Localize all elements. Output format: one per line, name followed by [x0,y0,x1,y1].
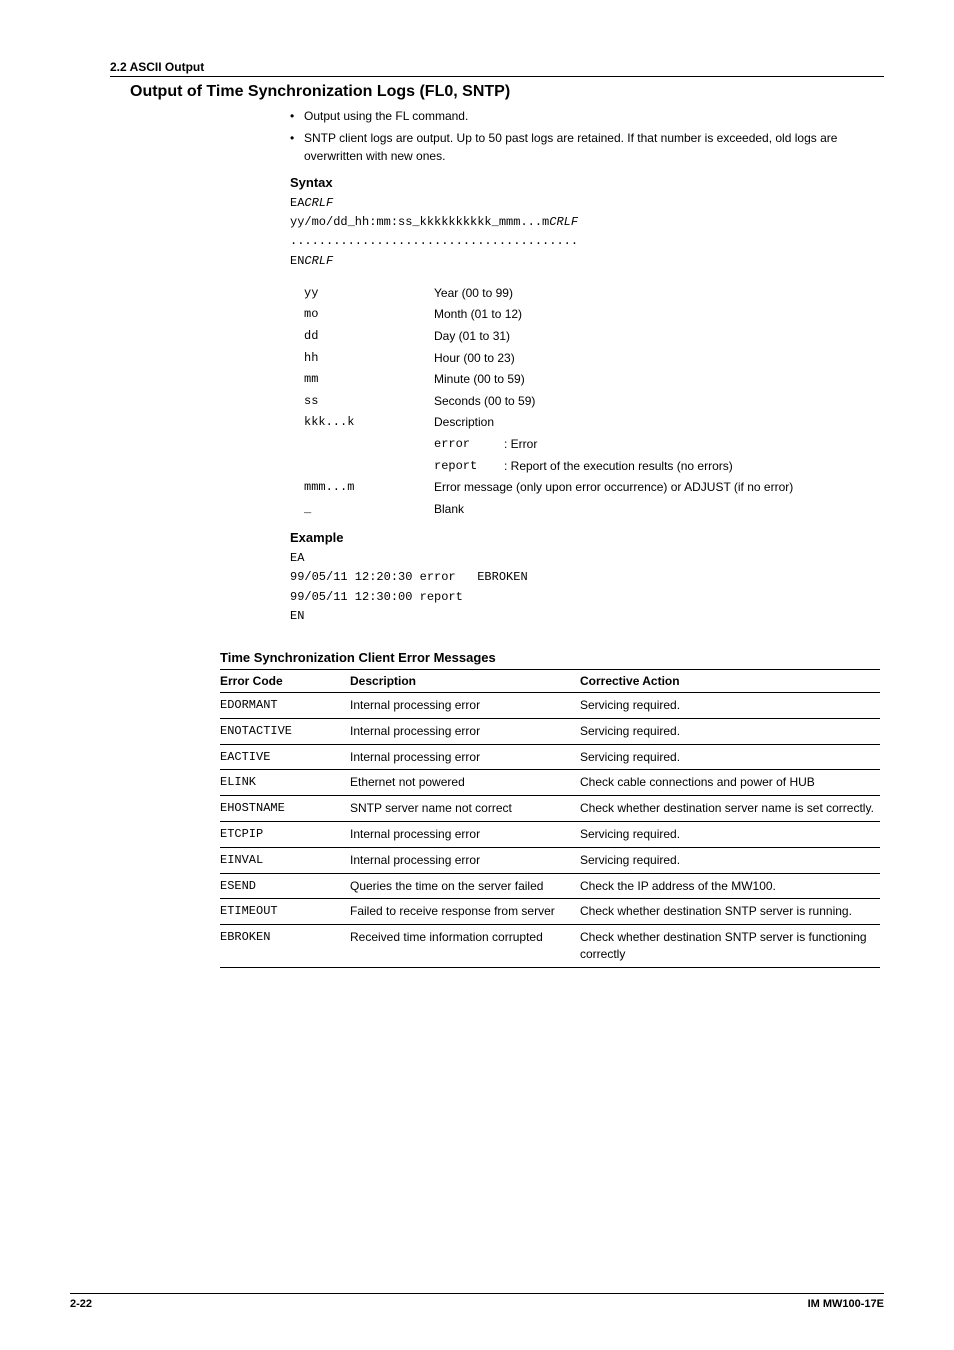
error-code: ESEND [220,873,350,899]
error-table-row: ESENDQueries the time on the server fail… [220,873,880,899]
error-code: EINVAL [220,847,350,873]
error-table-row: ETCPIPInternal processing errorServicing… [220,822,880,848]
error-description: SNTP server name not correct [350,796,580,822]
param-row: ssSeconds (00 to 59) [304,391,884,413]
example-line: 99/05/11 12:30:00 report [290,588,884,607]
param-table: yyYear (00 to 99) moMonth (01 to 12) ddD… [304,283,884,521]
section-header: 2.2 ASCII Output [110,60,884,77]
param-row: _Blank [304,499,884,521]
error-table-row: EHOSTNAMESNTP server name not correctChe… [220,796,880,822]
error-code: EHOSTNAME [220,796,350,822]
bullet-marker: • [290,129,304,165]
error-code: ETIMEOUT [220,899,350,925]
error-action: Check whether destination server name is… [580,796,880,822]
error-description: Internal processing error [350,693,580,719]
param-row: yyYear (00 to 99) [304,283,884,305]
error-action: Check cable connections and power of HUB [580,770,880,796]
syntax-line: ENCRLF [290,252,884,271]
error-code: EDORMANT [220,693,350,719]
error-description: Failed to receive response from server [350,899,580,925]
example-heading: Example [290,530,884,545]
bullet-marker: • [290,107,304,125]
error-action: Servicing required. [580,718,880,744]
error-action: Check whether destination SNTP server is… [580,925,880,968]
error-table-row: EINVALInternal processing errorServicing… [220,847,880,873]
error-table: Error Code Description Corrective Action… [220,669,880,968]
error-description: Internal processing error [350,847,580,873]
page-title: Output of Time Synchronization Logs (FL0… [130,83,884,101]
syntax-heading: Syntax [290,175,884,190]
content-block: • Output using the FL command. • SNTP cl… [290,107,884,626]
error-code: EACTIVE [220,744,350,770]
param-row: hhHour (00 to 23) [304,348,884,370]
error-code: ELINK [220,770,350,796]
error-table-row: EDORMANTInternal processing errorServici… [220,693,880,719]
doc-id: IM MW100-17E [808,1298,884,1310]
error-code: EBROKEN [220,925,350,968]
error-action: Check the IP address of the MW100. [580,873,880,899]
error-description: Internal processing error [350,718,580,744]
error-description: Ethernet not powered [350,770,580,796]
example-line: 99/05/11 12:20:30 error EBROKEN [290,568,884,587]
error-table-row: EBROKENReceived time information corrupt… [220,925,880,968]
error-table-row: ELINKEthernet not poweredCheck cable con… [220,770,880,796]
syntax-block: EACRLF yy/mo/dd_hh:mm:ss_kkkkkkkkkk_mmm.… [290,194,884,271]
error-table-row: EACTIVEInternal processing errorServicin… [220,744,880,770]
error-action: Servicing required. [580,822,880,848]
bullet-text: SNTP client logs are output. Up to 50 pa… [304,129,884,165]
error-table-row: ETIMEOUTFailed to receive response from … [220,899,880,925]
error-table-heading: Time Synchronization Client Error Messag… [220,650,884,665]
error-description: Queries the time on the server failed [350,873,580,899]
param-row: ddDay (01 to 31) [304,326,884,348]
example-block: EA 99/05/11 12:20:30 error EBROKEN 99/05… [290,549,884,626]
error-description: Internal processing error [350,744,580,770]
error-action: Check whether destination SNTP server is… [580,899,880,925]
bullet-item: • Output using the FL command. [290,107,884,125]
error-code: ENOTACTIVE [220,718,350,744]
syntax-line: yy/mo/dd_hh:mm:ss_kkkkkkkkkk_mmm...mCRLF [290,213,884,232]
error-description: Received time information corrupted [350,925,580,968]
error-code: ETCPIP [220,822,350,848]
example-line: EA [290,549,884,568]
syntax-line: EACRLF [290,194,884,213]
param-row: moMonth (01 to 12) [304,304,884,326]
param-row: kkk...kDescription [304,412,884,434]
example-line: EN [290,607,884,626]
page-footer: 2-22 IM MW100-17E [70,1293,884,1310]
param-row: mmMinute (00 to 59) [304,369,884,391]
syntax-line: ........................................ [290,232,884,251]
error-action: Servicing required. [580,693,880,719]
error-description: Internal processing error [350,822,580,848]
param-row: mmm...mError message (only upon error oc… [304,477,884,499]
param-sub-row: report: Report of the execution results … [304,456,884,478]
bullet-item: • SNTP client logs are output. Up to 50 … [290,129,884,165]
page-content: 2.2 ASCII Output Output of Time Synchron… [0,0,954,968]
error-table-header: Error Code Description Corrective Action [220,670,880,693]
page-number: 2-22 [70,1298,92,1310]
bullet-text: Output using the FL command. [304,107,468,125]
error-action: Servicing required. [580,744,880,770]
param-sub-row: error: Error [304,434,884,456]
error-action: Servicing required. [580,847,880,873]
error-table-row: ENOTACTIVEInternal processing errorServi… [220,718,880,744]
